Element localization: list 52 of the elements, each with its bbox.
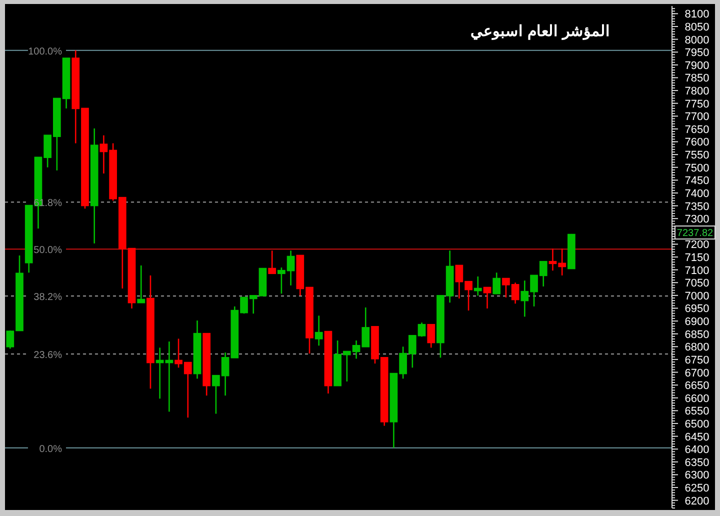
y2-tick-label: 0.0%: [39, 444, 62, 455]
candlestick: [165, 340, 174, 412]
y-tick-label: 6850: [684, 328, 710, 341]
y-tick-label: 7200: [684, 239, 710, 252]
y-tick-label: 6950: [684, 303, 710, 316]
y-tick-label: 6350: [684, 456, 710, 469]
y-tick-label: 6550: [684, 406, 710, 418]
y2-tick-label: 50.0%: [34, 245, 62, 256]
y-tick-label: 8100: [684, 8, 710, 21]
y-tick-label: 7450: [684, 175, 710, 188]
y-tick-label: 6400: [684, 444, 710, 456]
text: المؤشر العام اسبوعي: [470, 22, 610, 41]
y-tick-label: 6800: [684, 342, 710, 354]
candlestick: [314, 315, 323, 346]
y-tick-label: 6900: [684, 316, 710, 328]
candlestick: [90, 128, 98, 244]
y-tick-label: 7700: [684, 111, 710, 124]
y-tick-label: 7750: [684, 98, 710, 110]
y-tick-label: 7500: [684, 162, 710, 174]
y-tick-label: 6700: [684, 367, 710, 380]
y-tick-label: 8050: [684, 21, 710, 34]
y2-tick-label: 38.2%: [34, 292, 62, 303]
y-tick-label: 6500: [684, 418, 710, 430]
y-tick-label: 7400: [684, 188, 710, 200]
y-tick-label: 6750: [684, 354, 710, 366]
y-tick-label: 7900: [684, 60, 710, 72]
y2-tick-label: 100.0%: [28, 46, 62, 58]
y-tick-label: 7800: [684, 86, 710, 98]
y-tick-label: 7300: [684, 214, 710, 226]
text: 7237.82: [676, 228, 714, 240]
y-tick-label: 7600: [684, 136, 710, 149]
candlestick: [474, 276, 482, 296]
candlestick: [193, 320, 202, 380]
y2-tick-label: 23.6%: [34, 350, 62, 362]
y-tick-label: 7050: [684, 278, 710, 290]
y-tick-label: 6200: [684, 495, 710, 508]
y-tick-label: 7350: [684, 200, 710, 213]
y-tick-label: 6650: [684, 380, 710, 392]
candlestick: [156, 347, 164, 400]
y-tick-label: 7650: [684, 124, 710, 136]
y-tick-label: 7000: [684, 290, 710, 302]
y-tick-label: 7850: [684, 72, 710, 85]
y-tick-label: 6600: [684, 392, 710, 405]
y-tick-label: 8000: [684, 34, 710, 46]
y-tick-label: 7150: [684, 252, 710, 264]
y-tick-label: 6250: [684, 482, 710, 495]
y-tick-label: 6450: [684, 431, 710, 444]
y-tick-label: 7100: [684, 264, 710, 277]
y-tick-label: 7550: [684, 150, 710, 162]
y-tick-label: 6300: [684, 470, 710, 482]
candlestick: [146, 274, 154, 390]
y-tick-label: 7950: [684, 47, 710, 60]
